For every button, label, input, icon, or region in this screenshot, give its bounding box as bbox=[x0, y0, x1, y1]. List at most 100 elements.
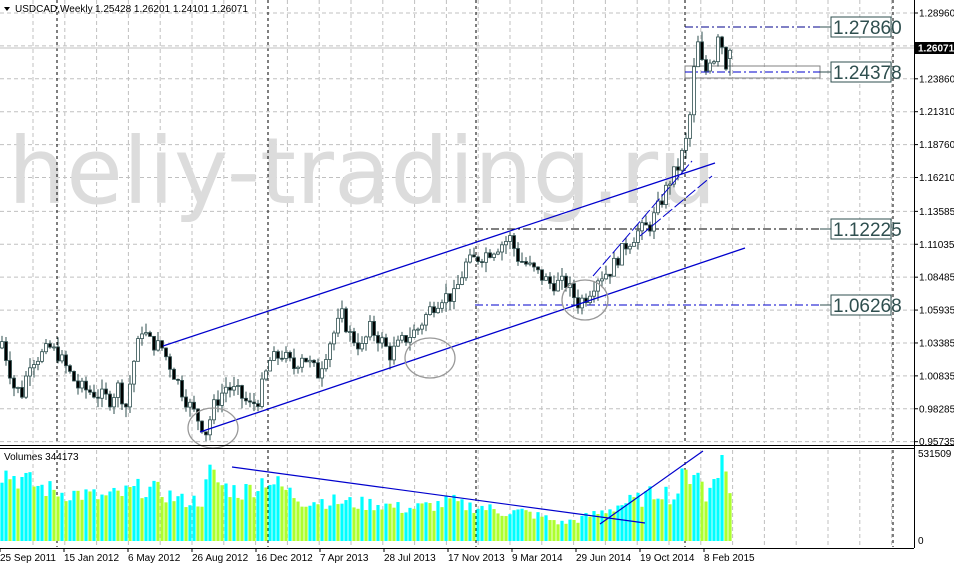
volume-bar bbox=[516, 509, 520, 541]
candle-bullish bbox=[100, 388, 104, 399]
candle-bullish bbox=[452, 288, 456, 302]
volume-bar bbox=[112, 487, 116, 541]
volume-down-trendline[interactable] bbox=[231, 466, 646, 524]
candle-bullish bbox=[412, 329, 416, 338]
current-price-label: 1.26071 bbox=[918, 44, 954, 55]
candle-bullish bbox=[716, 36, 720, 63]
volume-bar bbox=[636, 492, 640, 541]
volume-bar bbox=[336, 504, 340, 541]
volume-bar bbox=[580, 515, 584, 541]
candle-bearish bbox=[564, 275, 568, 289]
candle-bullish bbox=[28, 367, 32, 377]
volume-bar bbox=[232, 485, 236, 541]
volume-bar bbox=[300, 506, 304, 541]
channel-lower-trendline[interactable] bbox=[199, 247, 746, 433]
volume-bar bbox=[228, 497, 232, 541]
volume-bar bbox=[148, 486, 152, 541]
volume-bar bbox=[212, 469, 216, 541]
candle-bearish bbox=[376, 335, 380, 344]
volume-up-trendline[interactable] bbox=[599, 450, 704, 525]
price-axis[interactable]: 1.28960 1.23860 1.21310 1.18760 1.16210 1.135… bbox=[914, 9, 954, 449]
candle-bullish bbox=[220, 392, 224, 406]
volume-bar bbox=[260, 478, 264, 541]
volume-bar bbox=[276, 476, 280, 541]
volume-bar bbox=[304, 506, 308, 541]
channel-upper-trendline[interactable] bbox=[162, 162, 716, 347]
time-tick-label: 26 Aug 2012 bbox=[192, 553, 249, 564]
volume-bar bbox=[44, 495, 48, 541]
candle-bullish bbox=[708, 62, 712, 72]
candle-bullish bbox=[16, 387, 20, 389]
price-tick-label: 1.05935 bbox=[919, 306, 954, 317]
candle-bullish bbox=[236, 385, 240, 387]
volume-bar bbox=[164, 502, 168, 541]
volume-bar bbox=[312, 502, 316, 541]
volume-bar bbox=[488, 504, 492, 541]
candle-bearish bbox=[76, 380, 80, 389]
candle-bullish bbox=[600, 278, 604, 282]
candle-bullish bbox=[128, 383, 132, 408]
candle-bullish bbox=[424, 314, 428, 326]
volume-bar bbox=[372, 510, 376, 541]
volume-bar bbox=[364, 509, 368, 541]
volume-bar bbox=[324, 508, 328, 541]
grid bbox=[0, 0, 914, 547]
volume-bar bbox=[656, 498, 660, 541]
candle-bullish bbox=[684, 137, 688, 151]
time-axis[interactable]: 25 Sep 2011 15 Jan 2012 6 May 2012 26 Aug 2… bbox=[0, 548, 755, 564]
volume-bar bbox=[36, 485, 40, 541]
volume-bar bbox=[712, 479, 716, 541]
candle-bearish bbox=[200, 420, 204, 433]
candle-bearish bbox=[20, 387, 24, 398]
volume-bar bbox=[72, 490, 76, 541]
candle-bearish bbox=[576, 297, 580, 309]
price-tick-label: 1.23860 bbox=[919, 74, 954, 85]
candle-bearish bbox=[196, 408, 200, 422]
volume-bar bbox=[668, 504, 672, 541]
time-tick-label: 17 Nov 2013 bbox=[448, 553, 505, 564]
candle-bearish bbox=[240, 385, 244, 399]
volume-bar bbox=[720, 455, 724, 541]
volume-bar bbox=[392, 507, 396, 541]
candle-bearish bbox=[352, 331, 356, 344]
volume-bar bbox=[96, 499, 100, 541]
volume-max-label: 531509 bbox=[918, 449, 952, 460]
candle-bearish bbox=[448, 293, 452, 302]
rally-lower-trendline[interactable] bbox=[639, 175, 713, 237]
candle-bearish bbox=[704, 59, 708, 72]
volume-bar bbox=[504, 516, 508, 541]
volume-bar bbox=[700, 481, 704, 541]
price-tick-label: 1.21310 bbox=[919, 107, 954, 118]
level-label-text: 1.27860 bbox=[833, 18, 902, 39]
volume-panel-title: Volumes 344173 bbox=[4, 452, 79, 463]
candle-bullish bbox=[652, 212, 656, 232]
volume-bar bbox=[168, 490, 172, 541]
level-label-3: 1.12225 bbox=[820, 218, 902, 241]
candle-bullish bbox=[60, 354, 64, 362]
candle-bullish bbox=[468, 254, 472, 263]
volume-bar bbox=[280, 486, 284, 541]
volume-bar bbox=[216, 482, 220, 541]
candle-bullish bbox=[368, 321, 372, 338]
volume-bar bbox=[368, 498, 372, 541]
volume-bar bbox=[408, 507, 412, 541]
volume-bar bbox=[80, 499, 84, 541]
candle-bearish bbox=[724, 46, 728, 70]
candle-bearish bbox=[472, 254, 476, 258]
price-tick-label: 0.95735 bbox=[919, 437, 954, 448]
volume-bar bbox=[348, 497, 352, 541]
dropdown-triangle-icon[interactable] bbox=[4, 7, 10, 11]
volume-bar bbox=[88, 491, 92, 541]
volume-bar bbox=[332, 494, 336, 541]
level-label-4: 1.06268 bbox=[820, 294, 902, 317]
candle-bullish bbox=[308, 359, 312, 363]
candle-bullish bbox=[80, 380, 84, 389]
candle-bearish bbox=[192, 401, 196, 410]
volume-bar bbox=[464, 510, 468, 541]
volume-bar bbox=[200, 506, 204, 541]
candle-bullish bbox=[504, 241, 508, 246]
volume-bar bbox=[180, 493, 184, 541]
rally-upper-trendline[interactable] bbox=[592, 160, 693, 277]
volume-bar bbox=[308, 505, 312, 541]
